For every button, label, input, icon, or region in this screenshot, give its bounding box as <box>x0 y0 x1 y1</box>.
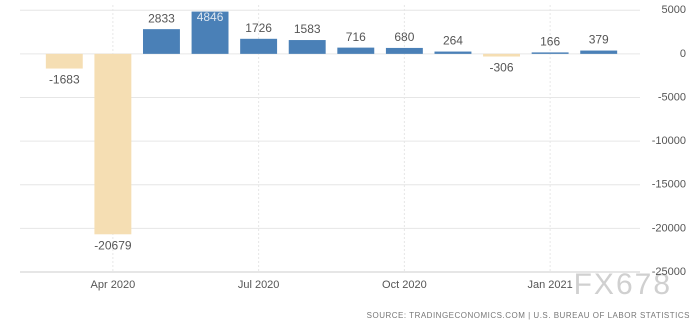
bar <box>45 53 83 69</box>
value-label: -20679 <box>94 238 132 252</box>
y-tick-label: 5000 <box>662 4 686 16</box>
value-label: 4846 <box>197 10 224 24</box>
y-tick-label: -25000 <box>652 266 686 278</box>
value-label: 680 <box>394 30 414 44</box>
y-tick-label: -20000 <box>652 222 686 234</box>
y-tick-label: -5000 <box>658 91 686 103</box>
bar <box>191 11 229 54</box>
source-note: SOURCE: TRADINGECONOMICS.COM | U.S. BURE… <box>367 311 690 320</box>
bar <box>240 38 278 54</box>
value-label: 2833 <box>148 11 175 25</box>
y-tick-label: -10000 <box>652 135 686 147</box>
x-tick-label: Apr 2020 <box>91 279 136 291</box>
bar <box>288 40 326 54</box>
bar <box>337 47 375 54</box>
x-tick-label: Jan 2021 <box>527 279 572 291</box>
value-label: 716 <box>346 30 366 44</box>
bar <box>142 29 180 54</box>
bar <box>94 53 132 235</box>
value-label: 379 <box>589 33 609 47</box>
value-label: 166 <box>540 35 560 49</box>
bar <box>580 50 618 54</box>
value-label: 1726 <box>245 21 272 35</box>
x-tick-label: Oct 2020 <box>382 279 427 291</box>
bar <box>483 53 521 57</box>
y-tick-label: 0 <box>680 48 686 60</box>
value-label: -1683 <box>49 73 80 87</box>
watermark: FX678 <box>574 268 672 301</box>
bar <box>434 51 472 54</box>
bar <box>385 47 423 54</box>
x-tick-label: Jul 2020 <box>238 279 280 291</box>
y-tick-label: -15000 <box>652 179 686 191</box>
value-label: 264 <box>443 34 463 48</box>
value-label: -306 <box>490 61 514 75</box>
value-label: 1583 <box>294 22 321 36</box>
bar <box>531 52 569 54</box>
